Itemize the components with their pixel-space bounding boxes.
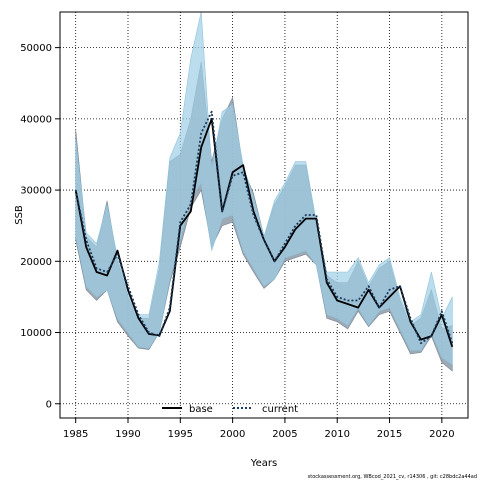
- x-tick-label-2010: 2010: [325, 429, 350, 440]
- x-tick-label-2015: 2015: [377, 429, 402, 440]
- x-tick-label-1990: 1990: [115, 429, 140, 440]
- y-tick-label-0: 0: [46, 399, 52, 410]
- current-confidence-band: [75, 11, 453, 366]
- legend-base-label: base: [189, 404, 213, 415]
- x-tick-label-2000: 2000: [220, 429, 245, 440]
- axes: 1985 1990 1995 2000 2005 2010 2015 2020 0 10000 20…: [20, 43, 454, 440]
- y-tick-label-30000: 30000: [20, 186, 52, 197]
- plot-frame: [59, 11, 469, 419]
- series-lines: [74, 110, 454, 348]
- x-axis-title: Years: [250, 458, 277, 469]
- x-tick-label-1995: 1995: [168, 429, 193, 440]
- legend-current-label: current: [262, 404, 298, 415]
- x-tick-label-2020: 2020: [429, 429, 454, 440]
- y-tick-label-40000: 40000: [20, 114, 52, 125]
- y-tick-label-10000: 10000: [20, 328, 52, 339]
- footnote-credit: stockassessment.org, WBcod_2021_cv, r143…: [308, 474, 477, 480]
- y-axis-title: SSB: [14, 205, 25, 225]
- confidence-bands: [75, 11, 453, 372]
- current-line: [74, 110, 454, 345]
- x-tick-label-2005: 2005: [272, 429, 297, 440]
- grid-lines: [60, 12, 468, 418]
- y-tick-label-50000: 50000: [20, 43, 52, 54]
- legend: base current: [162, 404, 298, 415]
- x-tick-label-1985: 1985: [63, 429, 88, 440]
- y-tick-label-20000: 20000: [20, 257, 52, 268]
